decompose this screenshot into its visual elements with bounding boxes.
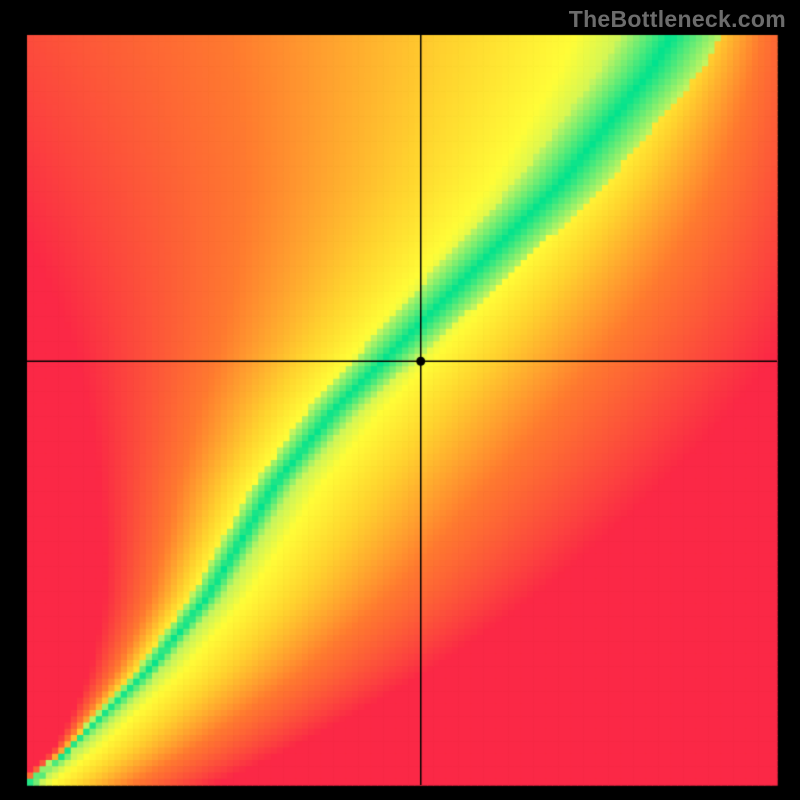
- watermark-text: TheBottleneck.com: [569, 6, 786, 33]
- bottleneck-heatmap: [0, 0, 800, 800]
